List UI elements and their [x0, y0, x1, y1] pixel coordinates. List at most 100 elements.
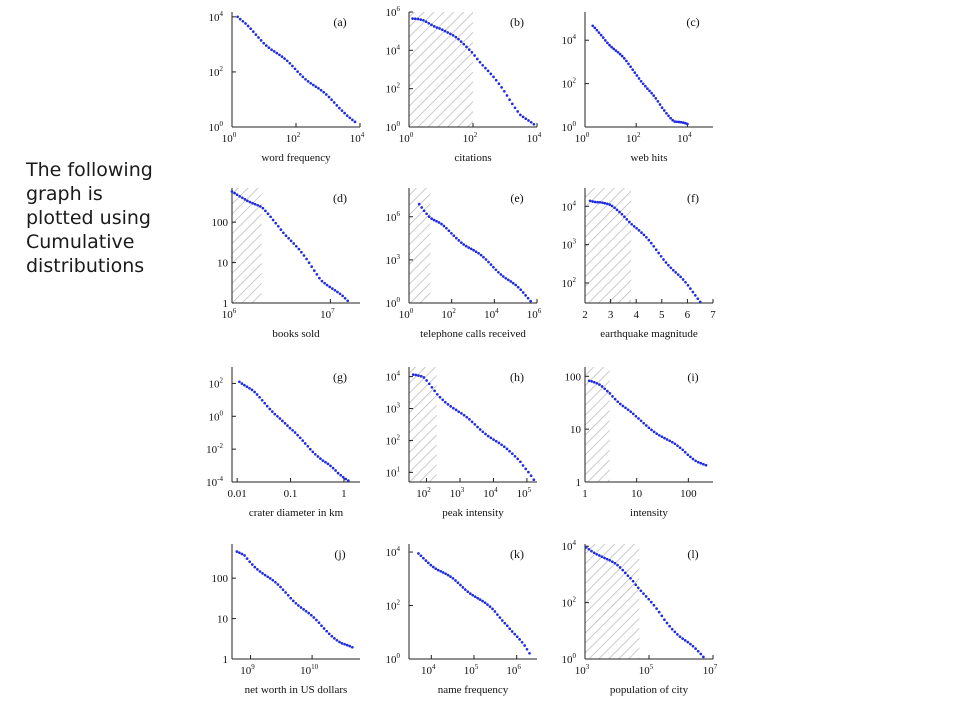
data-point — [519, 460, 522, 464]
data-point — [452, 406, 455, 410]
data-point — [353, 120, 357, 124]
tick-label: 102 — [562, 596, 577, 610]
data-point — [691, 457, 695, 461]
data-point — [452, 234, 456, 238]
data-point — [642, 233, 646, 237]
data-point — [411, 17, 414, 20]
data-point — [510, 630, 514, 633]
tick-label: 106 — [386, 210, 401, 224]
data-point — [676, 633, 679, 636]
data-point — [624, 406, 627, 410]
tick-label: 103 — [386, 402, 401, 416]
data-point — [230, 190, 234, 193]
data-point — [599, 33, 603, 37]
data-point — [524, 294, 527, 297]
data-point — [699, 652, 703, 656]
data-point — [529, 299, 532, 303]
data-point — [284, 234, 288, 238]
data-point — [505, 94, 509, 97]
data-point — [481, 599, 484, 603]
data-point — [302, 608, 305, 611]
data-point — [631, 68, 635, 72]
data-point — [481, 63, 485, 67]
data-point — [473, 423, 477, 426]
data-point — [270, 48, 273, 52]
data-point — [434, 567, 438, 571]
data-point — [442, 224, 446, 228]
data-point — [655, 607, 658, 610]
tick-label: 1 — [223, 298, 229, 310]
data-point — [637, 417, 640, 420]
shaded-region — [409, 188, 431, 303]
data-point — [696, 649, 700, 653]
data-point — [463, 588, 467, 591]
data-point — [644, 595, 648, 598]
data-point — [476, 425, 479, 429]
data-point — [637, 229, 641, 232]
chart-panel-a: 100 102 104 100 102 104 (a) word frequency — [209, 10, 365, 164]
data-point — [301, 439, 305, 442]
data-point — [278, 417, 282, 420]
data-point — [271, 218, 275, 222]
data-point — [629, 65, 632, 69]
data-point — [440, 222, 443, 226]
tick-label: 100 — [212, 573, 229, 585]
tick-label: 104 — [421, 663, 436, 677]
panel-label: (h) — [510, 370, 524, 384]
data-point — [264, 44, 268, 47]
tick-label: 100 — [209, 409, 224, 423]
data-point — [636, 586, 640, 590]
data-point — [479, 253, 483, 257]
data-point — [614, 49, 618, 52]
data-point — [493, 610, 497, 613]
data-point — [673, 630, 677, 634]
data-point — [274, 580, 277, 584]
data-point — [592, 380, 596, 384]
tick-label: 10 — [217, 258, 229, 270]
data-point — [499, 273, 503, 276]
data-point — [497, 270, 500, 274]
data-point — [441, 571, 445, 574]
data-point — [275, 51, 279, 55]
data-point — [330, 98, 333, 102]
data-point — [457, 239, 461, 242]
data-point — [436, 568, 440, 572]
data-point — [325, 283, 329, 287]
tick-label: 104 — [483, 486, 498, 500]
tick-label: 100 — [386, 120, 401, 134]
data-point — [676, 444, 679, 448]
data-point — [686, 453, 690, 457]
data-point — [259, 39, 263, 42]
data-point — [288, 426, 292, 430]
data-point — [440, 28, 444, 32]
tick-label: 100 — [399, 131, 414, 145]
data-point — [500, 443, 503, 447]
data-point — [286, 424, 289, 427]
data-point — [659, 254, 663, 258]
data-point — [318, 276, 321, 280]
data-point — [467, 48, 471, 51]
tick-label: 102 — [463, 131, 478, 145]
data-point — [487, 260, 490, 264]
data-point — [307, 261, 311, 265]
data-point — [704, 463, 708, 467]
tick-label: 1 — [582, 488, 588, 500]
tick-label: 102 — [626, 131, 641, 145]
data-point — [467, 246, 471, 249]
data-point — [593, 26, 597, 30]
data-point — [488, 605, 492, 608]
data-point — [613, 561, 617, 565]
data-point — [621, 568, 625, 572]
data-point — [432, 25, 436, 28]
shaded-region — [585, 544, 640, 659]
data-point — [323, 281, 326, 285]
data-point — [269, 215, 272, 219]
data-point — [675, 120, 679, 124]
data-point — [425, 379, 428, 382]
data-point — [601, 36, 605, 39]
data-point — [304, 77, 307, 81]
data-point — [516, 285, 520, 289]
data-point — [243, 383, 246, 387]
data-point — [510, 102, 514, 106]
